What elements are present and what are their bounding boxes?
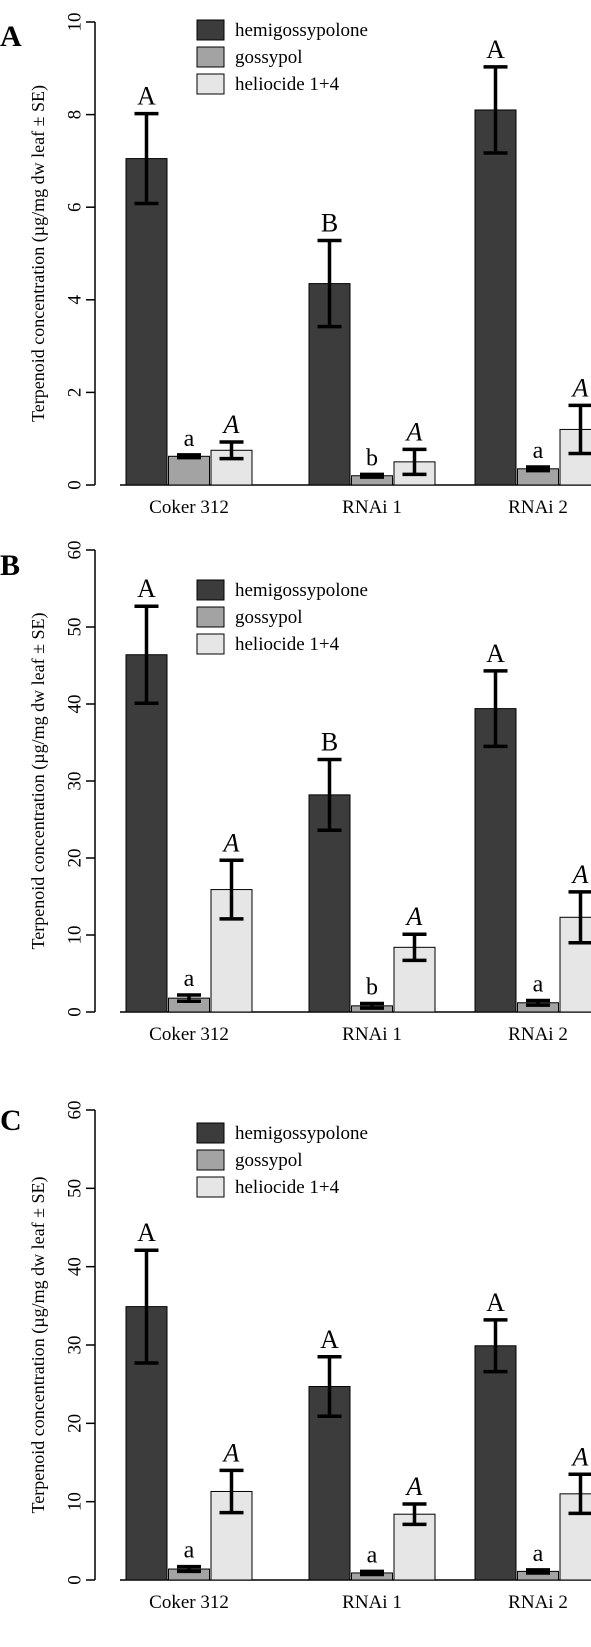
y-axis-label: Terpenoid concentration (µg/mg dw leaf ±… [28,1177,49,1514]
significance-label: A [486,639,505,668]
significance-label: A [222,1438,240,1467]
legend-label: hemigossypolone [235,1123,368,1144]
significance-label: b [366,445,378,471]
significance-label: A [405,417,423,446]
legend-label: gossypol [235,47,303,68]
significance-label: B [321,209,338,238]
bar-hemigossypolone [308,1386,351,1581]
bar-hemigossypolone [474,1345,517,1581]
significance-label: A [222,828,240,857]
panel-letter: A [0,20,22,53]
bar-heliocide-1-4 [559,428,591,486]
significance-label: A [137,1218,156,1247]
legend-swatch [196,1122,225,1144]
significance-label: B [321,727,338,756]
x-category-label: RNAi 2 [508,497,568,518]
significance-label: A [571,1442,589,1471]
significance-label: a [184,966,195,992]
bar-hemigossypolone [474,109,517,486]
y-tick-label: 40 [65,695,86,714]
bar-hemigossypolone [125,158,168,486]
bar-hemigossypolone [474,708,517,1013]
significance-label: A [137,574,156,603]
significance-label: a [367,1542,378,1568]
y-tick-label: 50 [65,1179,86,1198]
y-tick-label: 30 [65,772,86,791]
legend-swatch [196,46,225,68]
y-tick-label: 60 [65,541,86,560]
legend-label: heliocide 1+4 [235,1177,340,1198]
legend-label: hemigossypolone [235,20,368,41]
y-axis-label: Terpenoid concentration (µg/mg dw leaf ±… [28,85,49,422]
significance-label: A [405,902,423,931]
y-tick-label: 2 [65,388,86,398]
y-tick-label: 0 [65,480,86,490]
y-tick-label: 4 [65,295,86,305]
chart-panel-a: A 0 2 4 6 8 10 Terpenoid concentration (µg/mg d… [0,13,591,518]
significance-label: A [486,1288,505,1317]
bar-gossypol [168,455,210,486]
x-category-label: RNAi 2 [508,1024,568,1045]
chart-panel-c: C 0 10 20 30 40 50 60 Terpenoid concentration (µ… [0,1101,591,1613]
x-category-label: RNAi 1 [342,1592,402,1613]
significance-label: A [571,373,589,402]
significance-label: A [320,1325,339,1354]
y-tick-label: 0 [65,1007,86,1017]
legend-swatch [196,1149,225,1171]
legend-swatch [196,19,225,41]
significance-label: A [405,1472,423,1501]
legend-label: gossypol [235,1150,303,1171]
bar-hemigossypolone [125,654,168,1013]
significance-label: A [486,35,505,64]
y-tick-label: 0 [65,1575,86,1585]
legend-label: heliocide 1+4 [235,634,340,655]
significance-label: A [571,860,589,889]
y-tick-label: 6 [65,202,86,212]
significance-label: a [533,1541,544,1567]
panel-letter: B [0,549,20,582]
chart-panel-b: B 0 10 20 30 40 50 60 Terpenoid concentration (µ… [0,541,591,1045]
x-category-label: RNAi 1 [342,497,402,518]
legend-swatch [196,633,225,655]
significance-label: a [533,971,544,997]
legend-swatch [196,606,225,628]
y-tick-label: 10 [65,1492,86,1511]
x-category-label: Coker 312 [149,1592,229,1613]
y-tick-label: 60 [65,1101,86,1120]
legend-swatch [196,73,225,95]
significance-label: a [184,426,195,452]
y-tick-label: 30 [65,1336,86,1355]
x-category-label: RNAi 2 [508,1592,568,1613]
legend-swatch [196,579,225,601]
x-category-label: Coker 312 [149,497,229,518]
panel-letter: C [0,1104,22,1137]
bar-heliocide-1-4 [210,889,253,1013]
bar-heliocide-1-4 [210,449,253,486]
y-tick-label: 10 [65,13,86,32]
bar-heliocide-1-4 [559,916,591,1013]
y-tick-label: 40 [65,1257,86,1276]
legend-label: hemigossypolone [235,580,368,601]
legend-label: heliocide 1+4 [235,74,340,95]
y-tick-label: 20 [65,1414,86,1433]
y-axis-label: Terpenoid concentration (µg/mg dw leaf ±… [28,613,49,950]
bar-heliocide-1-4 [559,1493,591,1581]
significance-label: A [222,410,240,439]
significance-label: A [137,82,156,111]
y-tick-label: 20 [65,849,86,868]
y-tick-label: 8 [65,110,86,120]
y-tick-label: 10 [65,926,86,945]
significance-label: b [366,975,378,1001]
significance-label: a [184,1538,195,1564]
legend-swatch [196,1176,225,1198]
x-category-label: Coker 312 [149,1024,229,1045]
significance-label: a [533,438,544,464]
y-tick-label: 50 [65,618,86,637]
legend-label: gossypol [235,607,303,628]
x-category-label: RNAi 1 [342,1024,402,1045]
